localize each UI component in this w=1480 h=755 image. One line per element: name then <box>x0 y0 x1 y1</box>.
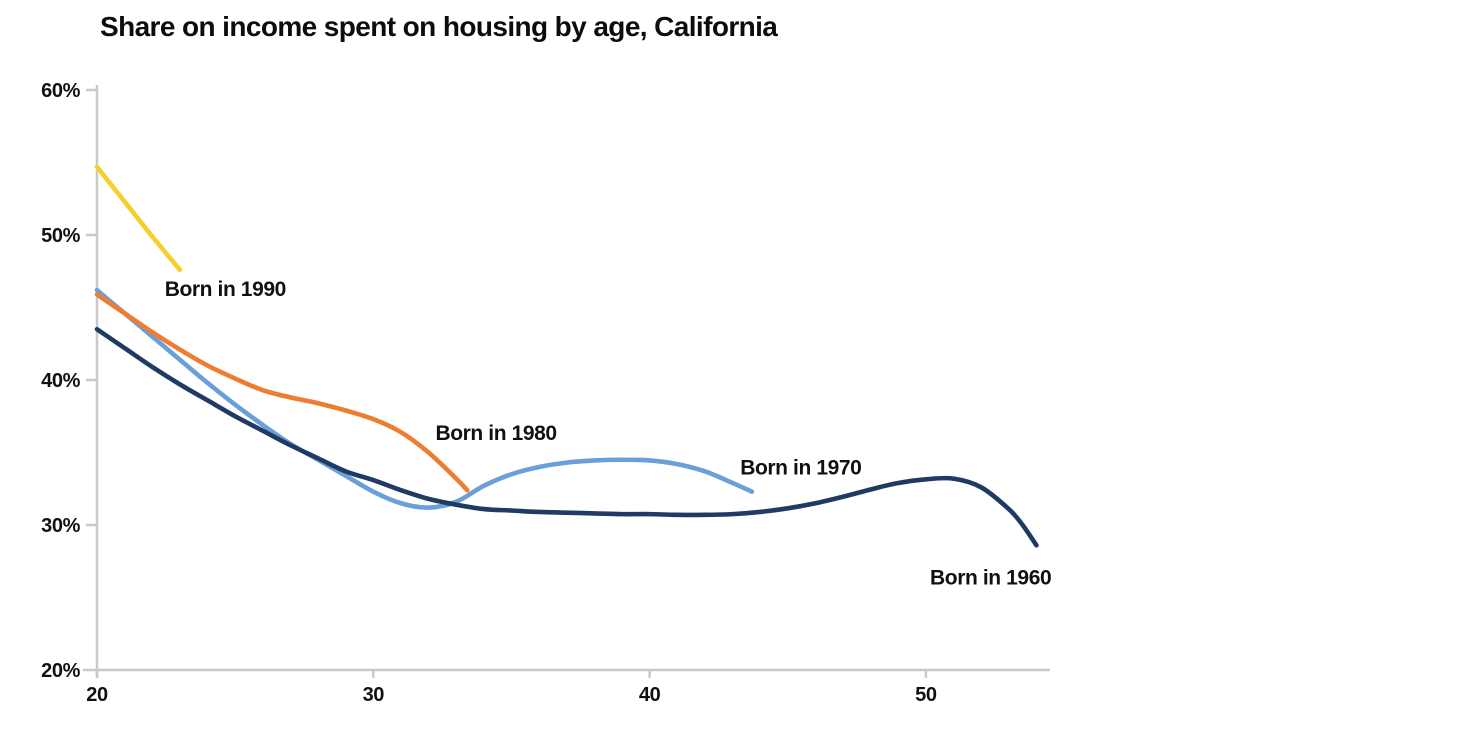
y-tick-label-50: 50% <box>41 225 80 247</box>
y-tick-label-30: 30% <box>41 515 80 537</box>
series-line-born-in-1960 <box>94 326 1039 548</box>
series-label-born-in-1960: Born in 1960 <box>930 566 1051 589</box>
y-tick-label-40: 40% <box>41 370 80 392</box>
y-tick-label-60: 60% <box>41 80 80 102</box>
series-line-born-in-1970 <box>94 287 755 510</box>
chart-title: Share on income spent on housing by age,… <box>100 11 778 42</box>
x-tick-label-50: 50 <box>915 684 937 706</box>
x-tick-label-20: 20 <box>86 684 108 706</box>
series-line-born-in-1980 <box>94 292 470 493</box>
series-line-born-in-1990 <box>94 164 183 273</box>
series-label-born-in-1990: Born in 1990 <box>165 278 286 301</box>
x-tick-label-30: 30 <box>363 684 385 706</box>
x-tick-label-40: 40 <box>639 684 661 706</box>
series-label-born-in-1970: Born in 1970 <box>740 456 861 479</box>
y-tick-label-20: 20% <box>41 660 80 682</box>
series-label-born-in-1980: Born in 1980 <box>435 422 556 445</box>
